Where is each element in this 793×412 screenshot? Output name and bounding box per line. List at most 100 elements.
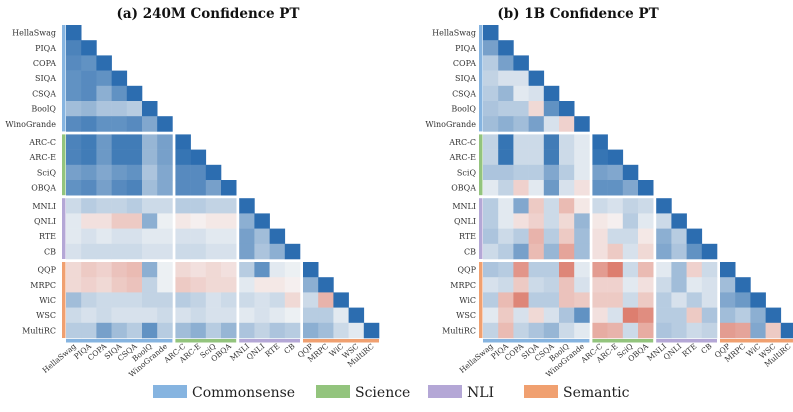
row-label-sciq: SciQ (457, 168, 477, 177)
cell-multirc-wic (750, 322, 766, 339)
cell-winogrande-siqa (111, 116, 128, 132)
cell-boolq-csqa (126, 101, 143, 117)
cell-sciq-arc-c (175, 164, 191, 181)
group-strip-left-mnli (479, 198, 483, 214)
row-label-copa: COPA (33, 59, 56, 68)
cell-mrpc-boolq (142, 277, 158, 293)
cell-wsc-boolq (559, 307, 575, 324)
cell-wic-piqa (498, 292, 514, 308)
cell-sciq-winogrande (574, 164, 590, 181)
row-label-copa: COPA (453, 59, 476, 68)
cell-multirc-arc-e (607, 322, 624, 339)
cell-multirc-mnli (239, 322, 255, 339)
group-strip-bottom-qnli (671, 339, 688, 343)
cell-boolq-siqa (528, 101, 545, 117)
cell-obqa-sciq (622, 180, 639, 196)
group-strip-bottom-csqa (543, 339, 560, 343)
cell-rte-arc-e (190, 228, 207, 245)
row-label-rte: RTE (39, 232, 56, 241)
cell-siqa-hellaswag (66, 70, 82, 87)
cell-qnli-obqa (221, 213, 237, 229)
cell-cb-piqa (81, 243, 97, 260)
cell-qqp-copa (513, 262, 529, 278)
group-strip-left-rte (479, 228, 483, 245)
cell-wsc-siqa (111, 307, 128, 324)
cell-qqp-hellaswag (66, 262, 82, 278)
group-strip-bottom-wsc (348, 339, 365, 343)
cell-mnli-winogrande (574, 198, 590, 214)
cell-qqp-copa (96, 262, 112, 278)
cell-siqa-hellaswag (483, 70, 499, 87)
cell-wsc-wsc (348, 307, 365, 324)
cell-sciq-arc-e (607, 164, 624, 181)
cell-wsc-cb (701, 307, 718, 324)
cell-qnli-winogrande (574, 213, 590, 229)
cell-qqp-qnli (254, 262, 270, 278)
cell-siqa-siqa (111, 70, 128, 87)
cell-cb-cb (701, 243, 718, 260)
cell-mnli-mnli (239, 198, 255, 214)
cell-qqp-piqa (498, 262, 514, 278)
cell-cb-arc-e (607, 243, 624, 260)
cell-multirc-qqp (720, 322, 736, 339)
cell-arc-c-winogrande (574, 134, 590, 150)
cell-wic-cb (284, 292, 301, 308)
group-strip-left-mnli (62, 198, 66, 214)
cell-cb-mnli (239, 243, 255, 260)
group-strip-bottom-boolq (559, 339, 575, 343)
cell-wic-sciq (205, 292, 222, 308)
cell-multirc-siqa (111, 322, 128, 339)
cell-mrpc-copa (96, 277, 112, 293)
cell-wic-wic (750, 292, 766, 308)
cell-qqp-siqa (528, 262, 545, 278)
cell-wsc-rte (269, 307, 286, 324)
cell-mnli-csqa (126, 198, 143, 214)
cell-obqa-csqa (126, 180, 143, 196)
cell-copa-hellaswag (483, 55, 499, 71)
cell-rte-mnli (239, 228, 255, 245)
cell-rte-qnli (671, 228, 687, 245)
group-strip-left-wsc (479, 307, 483, 324)
group-strip-bottom-winogrande (157, 339, 173, 343)
cell-qnli-sciq (622, 213, 639, 229)
cell-wic-qnli (254, 292, 270, 308)
cell-boolq-copa (513, 101, 529, 117)
group-strip-left-hellaswag (479, 25, 483, 41)
cell-arc-e-copa (513, 149, 529, 166)
group-strip-bottom-cb (701, 339, 717, 343)
cell-csqa-hellaswag (66, 85, 82, 102)
cell-qnli-arc-c (592, 213, 608, 229)
row-label-cb: CB (44, 247, 56, 256)
cell-wsc-csqa (126, 307, 143, 324)
cell-qnli-qnli (671, 213, 687, 229)
group-strip-bottom-wsc (765, 339, 782, 343)
cell-qqp-arc-c (592, 262, 608, 278)
legend-swatch-semantic (524, 385, 558, 398)
cell-mnli-siqa (528, 198, 545, 214)
cell-wic-wic (333, 292, 349, 308)
cell-obqa-obqa (221, 180, 237, 196)
cell-wsc-mnli (239, 307, 255, 324)
cell-multirc-boolq (559, 322, 575, 339)
col-label-hellaswag: HellaSwag (41, 342, 78, 375)
cell-mrpc-hellaswag (66, 277, 82, 293)
cell-sciq-boolq (559, 164, 575, 181)
cell-siqa-copa (513, 70, 529, 87)
cell-rte-copa (513, 228, 529, 245)
cell-mrpc-sciq (622, 277, 639, 293)
cell-mrpc-cb (284, 277, 301, 293)
cell-wsc-sciq (622, 307, 639, 324)
cell-wic-winogrande (574, 292, 590, 308)
cell-wic-sciq (622, 292, 639, 308)
cell-arc-e-siqa (528, 149, 545, 166)
cell-wic-csqa (543, 292, 560, 308)
cell-multirc-piqa (498, 322, 514, 339)
cell-arc-c-boolq (142, 134, 158, 150)
row-label-winogrande: WinoGrande (5, 120, 56, 129)
cell-mnli-winogrande (157, 198, 173, 214)
cell-piqa-hellaswag (66, 40, 82, 56)
row-label-mnli: MNLI (32, 202, 56, 211)
group-strip-bottom-multirc (780, 339, 793, 343)
legend-label-commonsense: Commonsense (192, 385, 295, 401)
